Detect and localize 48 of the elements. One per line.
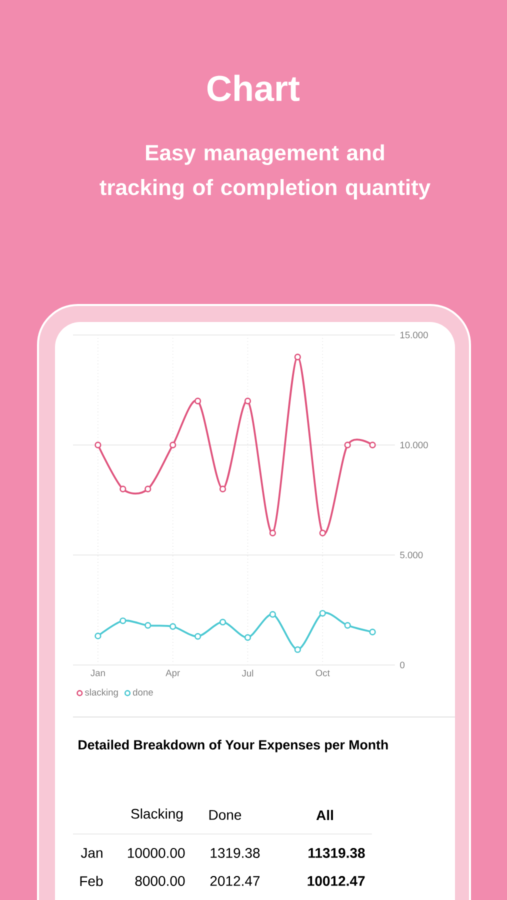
text: 10012.47	[308, 876, 365, 886]
text: Feb	[80, 876, 103, 886]
point	[319, 530, 326, 536]
point	[194, 633, 202, 640]
y-tick-label: 0	[400, 662, 405, 668]
point	[194, 398, 202, 404]
text: Slacking	[131, 808, 183, 822]
y-tick-label: 15.000	[400, 332, 428, 338]
point	[244, 398, 252, 404]
text: 2012.47	[210, 876, 260, 886]
point	[120, 486, 126, 492]
text: 8000.00	[135, 876, 185, 886]
chart-title: Chart	[207, 74, 300, 102]
text: 11319.38	[308, 848, 365, 858]
point	[319, 610, 326, 617]
legend-label: done	[132, 688, 153, 696]
point	[170, 623, 176, 630]
chart-subtitle: Easy management and tracking of completion quantity	[100, 144, 430, 200]
text: Jan	[80, 848, 102, 858]
point	[219, 618, 226, 626]
point	[294, 646, 301, 653]
point	[344, 622, 351, 629]
point	[369, 442, 376, 448]
text: 10000.00	[128, 848, 185, 858]
x-tick-label: Jul	[242, 670, 254, 677]
point	[144, 486, 152, 492]
point	[219, 486, 226, 492]
point	[94, 632, 102, 640]
x-tick-label: Apr	[166, 670, 180, 678]
point	[244, 634, 252, 641]
text: Detailed Breakdown of Your Expenses per Month	[78, 740, 388, 752]
point	[369, 628, 376, 636]
point	[269, 611, 276, 618]
y-tick-label: 10.000	[400, 442, 428, 448]
point	[269, 530, 276, 536]
legend-label: slacking	[84, 688, 118, 698]
x-tick-label: Oct	[316, 670, 330, 676]
text: Done	[209, 810, 242, 820]
point	[120, 617, 126, 624]
x-tick-label: Jan	[90, 670, 105, 676]
text: 1319.38	[210, 848, 260, 858]
text: All	[316, 810, 333, 820]
point	[94, 442, 102, 448]
point	[344, 442, 351, 448]
point	[144, 622, 152, 629]
point	[170, 442, 176, 448]
point	[294, 354, 301, 360]
y-tick-label: 5.000	[400, 552, 423, 558]
